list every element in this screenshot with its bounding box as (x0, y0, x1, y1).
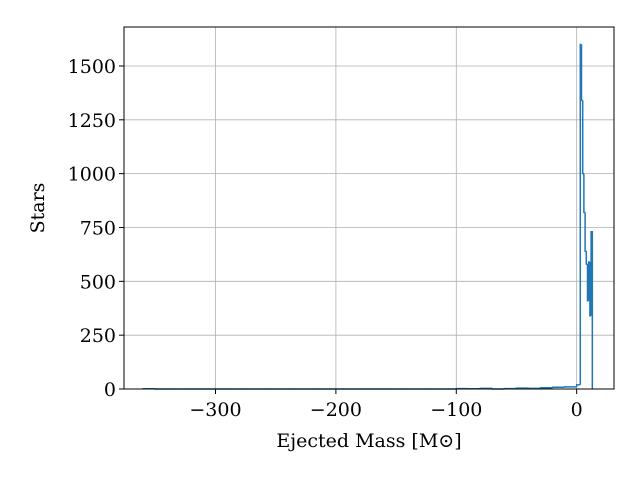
histogram-step (585, 251, 588, 265)
y-tick-label: 250 (80, 325, 116, 347)
y-axis-label: Stars (27, 183, 49, 234)
histogram-step (590, 231, 594, 389)
x-axis-label: Ejected Mass [M⊙] (276, 430, 461, 452)
y-tick-label: 1500 (68, 56, 116, 78)
y-tick-label: 500 (80, 271, 116, 293)
y-tick-label: 1250 (68, 110, 116, 132)
histogram-step (583, 173, 586, 214)
x-tick-label: −200 (310, 399, 362, 421)
y-tick-label: 750 (80, 217, 116, 239)
y-tick-label: 1000 (68, 164, 116, 186)
x-tick-label: 0 (571, 399, 583, 421)
plot-frame (123, 26, 615, 390)
histogram-step (575, 383, 578, 387)
x-tick-label: −100 (430, 399, 482, 421)
histogram-step (539, 386, 553, 389)
histogram-step (589, 261, 592, 317)
y-tick-label: 0 (104, 379, 116, 401)
histogram-step (581, 100, 584, 175)
histogram-step (580, 44, 583, 102)
x-tick-label: −300 (189, 399, 241, 421)
histogram-step (584, 212, 587, 252)
